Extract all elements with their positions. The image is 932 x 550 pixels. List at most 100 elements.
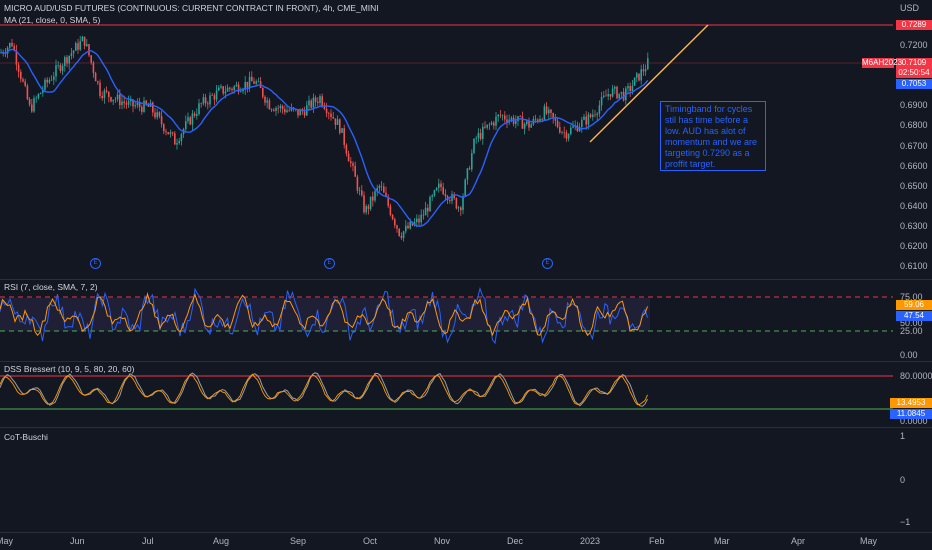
candle-body: [61, 65, 64, 71]
candle-body: [253, 81, 255, 84]
candle-body: [609, 94, 612, 97]
candle-body: [268, 100, 271, 110]
pane-divider[interactable]: [0, 427, 932, 428]
candle-body: [187, 117, 189, 122]
candle-body: [598, 105, 601, 114]
candle-body: [77, 43, 79, 50]
candle-body: [422, 214, 425, 216]
candle-body: [400, 235, 403, 238]
candle-body: [226, 87, 229, 92]
candle-body: [196, 114, 198, 116]
candle-body: [198, 103, 200, 115]
candle-body: [99, 82, 101, 96]
cot-tick-label: −1: [900, 517, 911, 527]
candle-body: [420, 214, 422, 223]
candle-body: [251, 76, 253, 82]
candle-body: [396, 225, 398, 229]
time-tick-label: Mar: [714, 536, 730, 546]
candle-body: [374, 191, 376, 201]
cot-tick-label: 0: [900, 475, 906, 485]
symbol-tag: M6AH2023: [862, 58, 903, 68]
event-marker-icon[interactable]: E: [90, 258, 101, 269]
target-price-tag: 0.7289: [896, 20, 932, 30]
candle-body: [266, 100, 268, 103]
candle-body: [537, 119, 539, 122]
candle-body: [86, 44, 88, 46]
price-tick-label: 0.6500: [900, 180, 928, 191]
candle-body: [22, 79, 24, 82]
time-tick-label: Aug: [213, 536, 230, 546]
candle-body: [611, 88, 614, 97]
candle-body: [215, 90, 218, 100]
rsi-tick-label: 50.00: [900, 318, 923, 328]
candle-body: [627, 86, 629, 89]
candle-body: [501, 115, 504, 117]
cot-legend[interactable]: CoT-Buschi: [4, 432, 48, 442]
candle-body: [475, 138, 477, 139]
candle-body: [493, 122, 495, 126]
candle-body: [218, 87, 220, 91]
time-tick-label: Sep: [290, 536, 307, 546]
candle-body: [255, 81, 257, 84]
candle-body: [130, 99, 132, 102]
candle-body: [48, 80, 51, 83]
candle-body: [167, 132, 169, 135]
rsi-value-tag: 59.06: [896, 300, 932, 310]
candle-body: [380, 186, 383, 187]
annotation-note[interactable]: Timingband for cycles stil has time befo…: [660, 101, 766, 171]
event-marker-icon[interactable]: E: [324, 258, 335, 269]
rsi-signal-line: [0, 292, 648, 337]
candle-body: [405, 225, 407, 232]
dss-legend[interactable]: DSS Bressert (10, 9, 5, 80, 20, 60): [4, 364, 135, 374]
rsi-tick-label: 75.00: [900, 292, 923, 302]
candle-body: [352, 163, 354, 166]
candle-body: [394, 219, 396, 226]
candle-body: [231, 88, 233, 91]
candle-body: [165, 131, 167, 133]
cot-tick-label: 1: [900, 431, 906, 441]
candle-body: [442, 187, 444, 195]
candle-body: [229, 87, 231, 89]
candle-body: [561, 131, 563, 133]
candle-body: [244, 81, 246, 90]
candle-body: [191, 113, 194, 125]
candle-body: [262, 87, 264, 97]
candle-body: [424, 207, 427, 216]
candle-body: [202, 97, 205, 104]
event-marker-icon[interactable]: E: [542, 258, 553, 269]
candle-body: [147, 104, 150, 107]
pane-divider[interactable]: [0, 532, 932, 533]
candle-body: [341, 128, 343, 133]
candle-body: [345, 144, 348, 154]
candle-body: [70, 53, 73, 56]
candle-body: [248, 76, 251, 88]
candle-body: [440, 183, 442, 188]
candle-body: [46, 79, 48, 83]
dss-d-tag: 11.0845: [890, 409, 932, 419]
rsi-band: [0, 298, 650, 331]
candle-body: [451, 194, 453, 202]
candle-body: [211, 95, 213, 96]
candle-body: [312, 97, 315, 108]
rsi-line: [0, 286, 648, 345]
time-tick-label: Apr: [791, 536, 806, 546]
candle-body: [647, 58, 649, 70]
candle-body: [552, 112, 554, 119]
pane-divider[interactable]: [0, 279, 932, 280]
rsi-tick-label: 0.00: [900, 350, 918, 360]
candle-body: [510, 117, 513, 120]
candle-body: [462, 195, 464, 211]
ma-legend[interactable]: MA (21, close, 0, SMA, 5): [4, 15, 101, 25]
candle-body: [530, 124, 532, 128]
candle-body: [361, 190, 363, 196]
candle-body: [42, 89, 44, 93]
candle-body: [180, 134, 183, 142]
rsi-legend[interactable]: RSI (7, close, SMA, 7, 2): [4, 282, 98, 292]
candle-body: [26, 85, 29, 100]
candle-body: [257, 81, 260, 82]
candle-body: [378, 186, 381, 189]
pane-divider[interactable]: [0, 361, 932, 362]
candle-body: [642, 69, 645, 72]
candle-body: [356, 176, 359, 191]
